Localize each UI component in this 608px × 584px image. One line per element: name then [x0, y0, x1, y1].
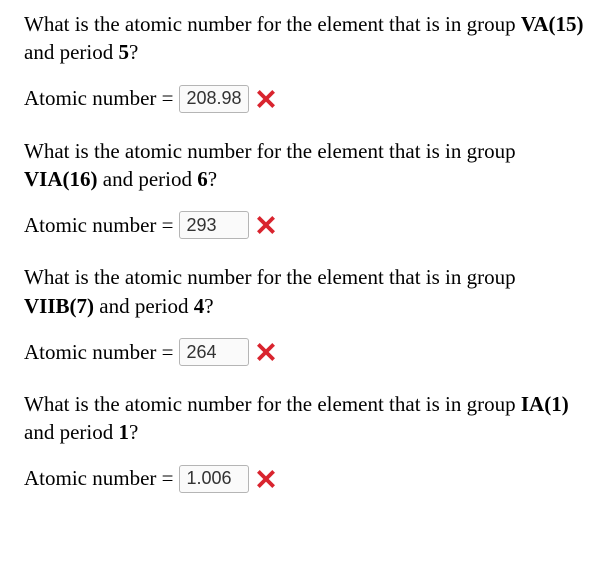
- answer-label: Atomic number =: [24, 340, 173, 365]
- prompt-mid: and period: [98, 167, 198, 191]
- answer-row: Atomic number =: [24, 211, 584, 239]
- prompt-period: 6: [197, 167, 208, 191]
- prompt-suffix: ?: [204, 294, 213, 318]
- incorrect-icon: [257, 343, 275, 361]
- question-block: What is the atomic number for the elemen…: [24, 390, 584, 493]
- question-prompt: What is the atomic number for the elemen…: [24, 390, 584, 447]
- prompt-prefix: What is the atomic number for the elemen…: [24, 392, 521, 416]
- question-prompt: What is the atomic number for the elemen…: [24, 137, 584, 194]
- prompt-group: VA(15): [521, 12, 584, 36]
- prompt-group: VIIB(7): [24, 294, 94, 318]
- question-block: What is the atomic number for the elemen…: [24, 263, 584, 366]
- quiz-container: What is the atomic number for the elemen…: [24, 10, 584, 493]
- incorrect-icon: [257, 216, 275, 234]
- prompt-group: VIA(16): [24, 167, 98, 191]
- prompt-suffix: ?: [129, 420, 138, 444]
- answer-row: Atomic number =: [24, 465, 584, 493]
- answer-label: Atomic number =: [24, 466, 173, 491]
- prompt-group: IA(1): [521, 392, 569, 416]
- prompt-period: 1: [118, 420, 129, 444]
- atomic-number-input[interactable]: [179, 338, 249, 366]
- prompt-mid: and period: [94, 294, 194, 318]
- answer-row: Atomic number =: [24, 85, 584, 113]
- atomic-number-input[interactable]: [179, 465, 249, 493]
- incorrect-icon: [257, 90, 275, 108]
- question-block: What is the atomic number for the elemen…: [24, 137, 584, 240]
- atomic-number-input[interactable]: [179, 85, 249, 113]
- question-prompt: What is the atomic number for the elemen…: [24, 10, 584, 67]
- prompt-mid: and period: [24, 420, 118, 444]
- answer-label: Atomic number =: [24, 213, 173, 238]
- question-prompt: What is the atomic number for the elemen…: [24, 263, 584, 320]
- prompt-prefix: What is the atomic number for the elemen…: [24, 12, 521, 36]
- answer-label: Atomic number =: [24, 86, 173, 111]
- prompt-prefix: What is the atomic number for the elemen…: [24, 139, 516, 163]
- atomic-number-input[interactable]: [179, 211, 249, 239]
- question-block: What is the atomic number for the elemen…: [24, 10, 584, 113]
- prompt-suffix: ?: [129, 40, 138, 64]
- prompt-period: 4: [194, 294, 205, 318]
- prompt-mid: and period: [24, 40, 118, 64]
- prompt-period: 5: [118, 40, 129, 64]
- prompt-prefix: What is the atomic number for the elemen…: [24, 265, 516, 289]
- answer-row: Atomic number =: [24, 338, 584, 366]
- prompt-suffix: ?: [208, 167, 217, 191]
- incorrect-icon: [257, 470, 275, 488]
